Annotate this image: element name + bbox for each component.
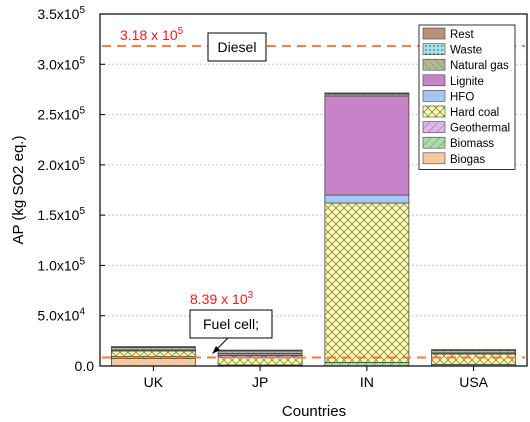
x-axis-title: Countries [282, 403, 346, 420]
fuel-cell-arrowhead [212, 346, 220, 354]
fuel-cell-label: Fuel cell; [203, 316, 259, 332]
legend-label: HFO [450, 91, 474, 103]
legend-swatch-waste-hatch [423, 43, 445, 55]
bar-in-hfo [324, 194, 410, 204]
bar-in-rest [324, 92, 410, 94]
bar-in-natural-gas-hatch [324, 93, 409, 96]
y-tick-label: 0.0 [75, 358, 95, 374]
y-tick-label: 3.5x105 [37, 5, 85, 22]
bar-uk-biogas [110, 358, 196, 367]
bar-in-hard-coal-hatch [324, 203, 409, 363]
legend-swatch-biomass-hatch [423, 137, 445, 149]
y-axis-title: AP (kg SO2 eq.) [10, 136, 27, 245]
legend-swatch-rest [422, 27, 446, 40]
x-tick-label: JP [252, 374, 268, 390]
fuel-cell-label-box [189, 309, 273, 339]
bar-in-lignite [324, 95, 410, 196]
plot-frame [99, 13, 528, 367]
bar-jp-hard-coal-hatch [218, 356, 303, 365]
bar-usa-geothermal-hatch [431, 364, 516, 366]
legend-swatch-hard-coal-hatch [423, 106, 445, 117]
bar-uk-rest [110, 346, 196, 348]
legend-label: Waste [450, 45, 482, 57]
y-tick-label: 3.0x105 [37, 55, 85, 72]
legend-swatch-geothermal-hatch [423, 121, 445, 133]
legend-label: Lignite [450, 76, 484, 88]
y-tick-label: 2.5x105 [37, 106, 85, 123]
legend-label: Natural gas [450, 60, 509, 72]
diesel-label: Diesel [218, 39, 257, 55]
diesel-value-label: 3.18 x 105 [120, 26, 184, 43]
x-tick-label: UK [144, 374, 164, 390]
bar-usa-natural-gas-hatch [431, 350, 516, 353]
legend-swatch-lignite [422, 74, 446, 87]
x-tick-label: IN [360, 374, 374, 390]
y-tick-label: 1.5x105 [37, 206, 85, 223]
bar-uk-hard-coal-hatch [111, 350, 196, 357]
legend-swatch-natural-gas-hatch [423, 59, 445, 71]
legend-label: Hard coal [450, 107, 499, 119]
legend-label: Geothermal [450, 123, 510, 135]
legend-label: Biomass [450, 138, 494, 150]
legend-swatch-hfo [422, 90, 446, 102]
bar-in-biomass-hatch [324, 362, 409, 366]
fuel-cell-value-label: 8.39 x 103 [190, 290, 254, 307]
legend-label: Rest [450, 29, 474, 41]
bar-jp-natural-gas-hatch [218, 350, 303, 354]
y-tick-label: 2.0x105 [37, 156, 85, 173]
x-tick-label: USA [459, 374, 488, 390]
y-tick-label: 1.0x105 [37, 256, 85, 273]
y-tick-label: 5.0x104 [37, 307, 85, 324]
legend-label: Biogas [450, 154, 485, 166]
bar-jp-rest [217, 349, 303, 352]
bar-usa-hard-coal-hatch [431, 353, 516, 365]
diesel-label-box [207, 32, 267, 62]
bar-usa-rest [431, 349, 517, 351]
bar-uk-natural-gas-hatch [111, 347, 196, 350]
legend-swatch-biogas [422, 152, 446, 165]
